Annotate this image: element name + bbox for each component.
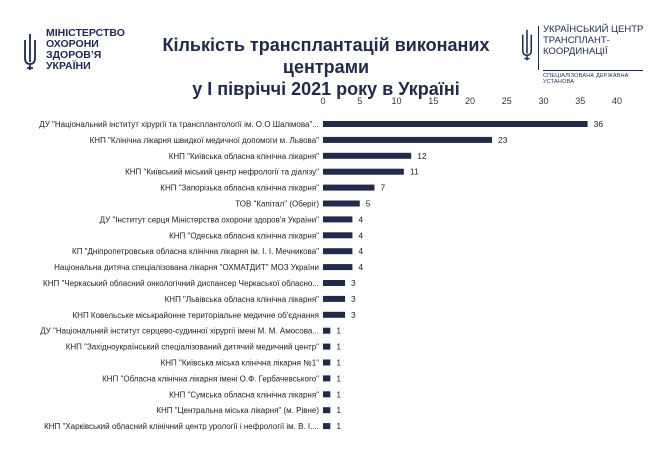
bar [323, 216, 353, 223]
x-tick-label: 25 [502, 96, 512, 106]
ministry-logo: МІНІСТЕРСТВО ОХОРОНИ ЗДОРОВ’Я УКРАЇНИ [22, 28, 132, 84]
x-tick-label: 30 [538, 96, 548, 106]
category-label: КНП "Київська обласна клінічна лікарня" [169, 152, 319, 161]
data-label: 36 [594, 119, 604, 129]
bar [323, 200, 360, 207]
data-label: 4 [358, 214, 363, 224]
bar [323, 327, 331, 334]
bar [323, 280, 346, 286]
trident-icon [24, 34, 36, 70]
x-tick-label: 20 [465, 96, 475, 106]
category-label: КП "Дніпропетровська обласна клінічна лі… [72, 247, 319, 256]
category-label: КНП "Львівська обласна клінічна лікарня" [165, 295, 320, 304]
transplant-center-subtitle: СПЕЦІАЛІЗОВАНА ДЕРЖАВНА УСТАНОВА [543, 73, 629, 85]
bar [323, 232, 353, 239]
transplant-center-name: УКРАЇНСЬКИЙ ЦЕНТР ТРАНСПЛАНТ- КООРДИНАЦІ… [543, 24, 644, 57]
category-label: КНП "Центральна міська лікарня" (м. Рівн… [156, 406, 319, 415]
data-label: 5 [366, 199, 371, 209]
category-label: КНП "Черкаський обласний онкологічний ди… [43, 279, 319, 288]
x-tick-label: 0 [320, 96, 325, 106]
data-label: 3 [351, 310, 356, 320]
category-label: ТОВ "Капітал" (Оберіг) [235, 200, 319, 209]
bar [323, 121, 588, 127]
category-label: КНП "Харківський обласний клінічний цент… [44, 422, 319, 431]
logo-underline [543, 70, 643, 71]
bar [323, 295, 346, 302]
bar [323, 343, 331, 350]
data-label: 1 [336, 405, 341, 415]
data-label: 7 [380, 183, 385, 193]
data-label: 4 [358, 246, 363, 256]
category-label: КНП "Західноукраїнський спеціалізований … [66, 343, 319, 352]
bar [323, 152, 412, 159]
bar [323, 168, 404, 175]
category-label: ДУ "Національний інститут хірургії та тр… [39, 120, 319, 129]
transplant-center-logo: УКРАЇНСЬКИЙ ЦЕНТР ТРАНСПЛАНТ- КООРДИНАЦІ… [520, 24, 648, 85]
data-label: 23 [498, 135, 508, 145]
data-label: 12 [417, 151, 427, 161]
category-label: КНП "Одеська обласна клінічна лікарня" [169, 231, 319, 240]
bar [323, 423, 331, 430]
category-label: КНП "Київський міський центр нефрології … [125, 168, 319, 177]
category-label: КНП "Київська міська клінічна лікарня №1… [161, 359, 320, 368]
category-label: КНП "Клінічна лікарня швидкої медичної д… [90, 136, 320, 145]
data-label: 4 [358, 230, 363, 240]
bar [323, 375, 331, 382]
category-label: КНП "Обласна клінічна лікарня імені О.Ф.… [102, 374, 319, 383]
data-label: 1 [336, 389, 341, 399]
ministry-logo-text: МІНІСТЕРСТВО ОХОРОНИ ЗДОРОВ’Я УКРАЇНИ [46, 27, 125, 72]
title-line-2: у І півріччі 2021 року в Україні [192, 79, 460, 99]
category-label: КНП Ковельське міськрайонне територіальн… [73, 311, 319, 320]
data-label: 3 [351, 278, 356, 288]
data-label: 11 [410, 167, 419, 177]
category-label: КНП "Сумська обласна клінічна лікарня" [169, 390, 319, 399]
data-label: 1 [336, 373, 341, 383]
data-label: 1 [336, 358, 341, 368]
bar [323, 359, 331, 366]
bar [323, 264, 353, 271]
x-tick-label: 5 [357, 96, 362, 106]
trident-icon [521, 29, 533, 61]
data-label: 4 [358, 262, 363, 272]
bar [323, 184, 375, 191]
x-tick-label: 10 [391, 96, 401, 106]
bar [323, 248, 353, 255]
x-tick-label: 15 [428, 96, 438, 106]
data-label: 1 [336, 326, 341, 336]
bar [323, 407, 331, 414]
title-line-1: Кількість трансплантацій виконаних центр… [162, 35, 490, 77]
category-label: ДУ "Національний інститут серцево-судинн… [40, 327, 319, 336]
page-title: Кількість трансплантацій виконаних центр… [140, 34, 512, 100]
bar [323, 311, 346, 318]
category-label: КНП "Запорізька обласна клінічна лікарня… [160, 184, 319, 193]
category-label: Національна дитяча спеціалізована лікарн… [54, 263, 319, 272]
x-tick-label: 40 [612, 96, 622, 106]
data-label: 1 [336, 342, 341, 352]
category-label: ДУ "Інститут серця Міністерства охорони … [100, 215, 320, 224]
bar [323, 391, 331, 398]
logo-divider [538, 26, 539, 70]
data-label: 1 [336, 421, 341, 431]
data-label: 3 [351, 294, 356, 304]
x-tick-label: 35 [575, 96, 585, 106]
bar [323, 136, 493, 143]
